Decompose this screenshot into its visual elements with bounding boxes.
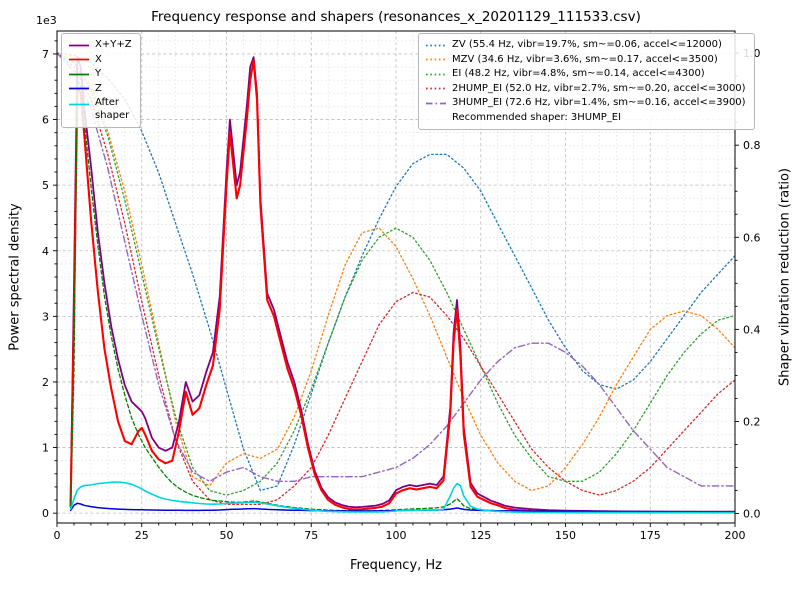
tick-labels: 0 25 50 75 100 125 150 175 200 0 1 2 3 4 5 6 7 0.0 0.2 0.4 0… (42, 47, 761, 542)
legend-line-sample-icon (69, 103, 89, 106)
legend-line-sample-icon (69, 58, 89, 61)
x-axis-label: Frequency, Hz (349, 558, 443, 573)
svg-text:0.8: 0.8 (743, 139, 761, 152)
legend-item: MZV (34.6 Hz, vibr=3.6%, sm~=0.17, accel… (425, 53, 746, 68)
svg-text:0.4: 0.4 (743, 323, 761, 336)
svg-text:1: 1 (42, 442, 49, 455)
legend-psd: X+Y+Z X Y Z After shaper (61, 33, 141, 128)
legend-label: ZV (55.4 Hz, vibr=19.7%, sm~=0.06, accel… (452, 39, 722, 50)
series-x (69, 59, 735, 514)
grid-major (56, 31, 736, 523)
legend-note: Recommended shaper: 3HUMP_EI (452, 111, 622, 123)
svg-text:200: 200 (725, 529, 746, 542)
legend-line-sample-icon (426, 44, 446, 47)
legend-line-sample-icon (426, 87, 446, 90)
svg-text:3: 3 (42, 310, 49, 323)
y-axis-label-left: Power spectral density (7, 203, 23, 351)
svg-text:150: 150 (555, 529, 576, 542)
svg-text:6: 6 (42, 114, 49, 127)
svg-text:4: 4 (42, 245, 49, 258)
legend-label: Z (95, 82, 102, 94)
series-z (69, 502, 735, 513)
y-axis-label-right: Shaper vibration reduction (ratio) (777, 168, 793, 386)
svg-text:0: 0 (54, 529, 61, 542)
series-3hump_ei (57, 52, 735, 487)
legend-item: ZV (55.4 Hz, vibr=19.7%, sm~=0.06, accel… (425, 38, 746, 53)
series-y (69, 79, 735, 514)
series-after-shaper (69, 481, 735, 514)
legend-label: 3HUMP_EI (72.6 Hz, vibr=1.4%, sm~=0.16, … (452, 97, 746, 108)
svg-text:0.6: 0.6 (743, 231, 761, 244)
svg-text:100: 100 (386, 529, 407, 542)
legend-item: X (68, 53, 132, 68)
legend-line-sample-icon (426, 58, 446, 61)
legend-item: Z (68, 82, 132, 97)
svg-text:75: 75 (304, 529, 318, 542)
legend-line-sample-icon (426, 102, 446, 105)
legend-item: X+Y+Z (68, 38, 132, 53)
svg-text:2: 2 (42, 376, 49, 389)
legend-label: Y (95, 68, 102, 79)
legend-item: 3HUMP_EI (72.6 Hz, vibr=1.4%, sm~=0.16, … (425, 96, 746, 111)
svg-text:175: 175 (640, 529, 661, 542)
axis-ticks (53, 40, 739, 527)
series-ei (57, 52, 735, 496)
svg-text:0: 0 (42, 507, 49, 520)
chart-title: Frequency response and shapers (resonanc… (151, 9, 641, 25)
series-zv (57, 52, 735, 492)
legend-label: X (95, 53, 102, 65)
legend-label: After shaper (95, 97, 130, 121)
series-x+y+z (69, 56, 735, 513)
svg-text:0.0: 0.0 (743, 508, 761, 521)
svg-text:125: 125 (470, 529, 491, 542)
legend-line-sample-icon (69, 44, 89, 47)
legend-label: X+Y+Z (95, 39, 132, 50)
legend-line-sample-icon (69, 87, 89, 90)
y-axis-offset-text: 1e3 (36, 14, 57, 27)
legend-label: 2HUMP_EI (52.0 Hz, vibr=2.7%, sm~=0.20, … (452, 82, 746, 94)
legend-line-sample-icon (69, 73, 89, 76)
legend-item: After shaper (68, 96, 132, 123)
svg-text:5: 5 (42, 179, 49, 192)
series-lines (57, 52, 735, 514)
svg-text:25: 25 (135, 529, 149, 542)
svg-text:50: 50 (220, 529, 234, 542)
legend-label: EI (48.2 Hz, vibr=4.8%, sm~=0.14, accel<… (452, 68, 705, 79)
legend-item: EI (48.2 Hz, vibr=4.8%, sm~=0.14, accel<… (425, 67, 746, 82)
legend-label: MZV (34.6 Hz, vibr=3.6%, sm~=0.17, accel… (452, 53, 718, 65)
legend-shapers: ZV (55.4 Hz, vibr=19.7%, sm~=0.06, accel… (418, 33, 755, 130)
svg-text:7: 7 (42, 48, 49, 61)
svg-text:0.2: 0.2 (743, 415, 761, 428)
series-2hump_ei (57, 52, 735, 506)
legend-item: 2HUMP_EI (52.0 Hz, vibr=2.7%, sm~=0.20, … (425, 82, 746, 97)
legend-line-sample-icon (426, 73, 446, 76)
legend-item: Y (68, 67, 132, 82)
